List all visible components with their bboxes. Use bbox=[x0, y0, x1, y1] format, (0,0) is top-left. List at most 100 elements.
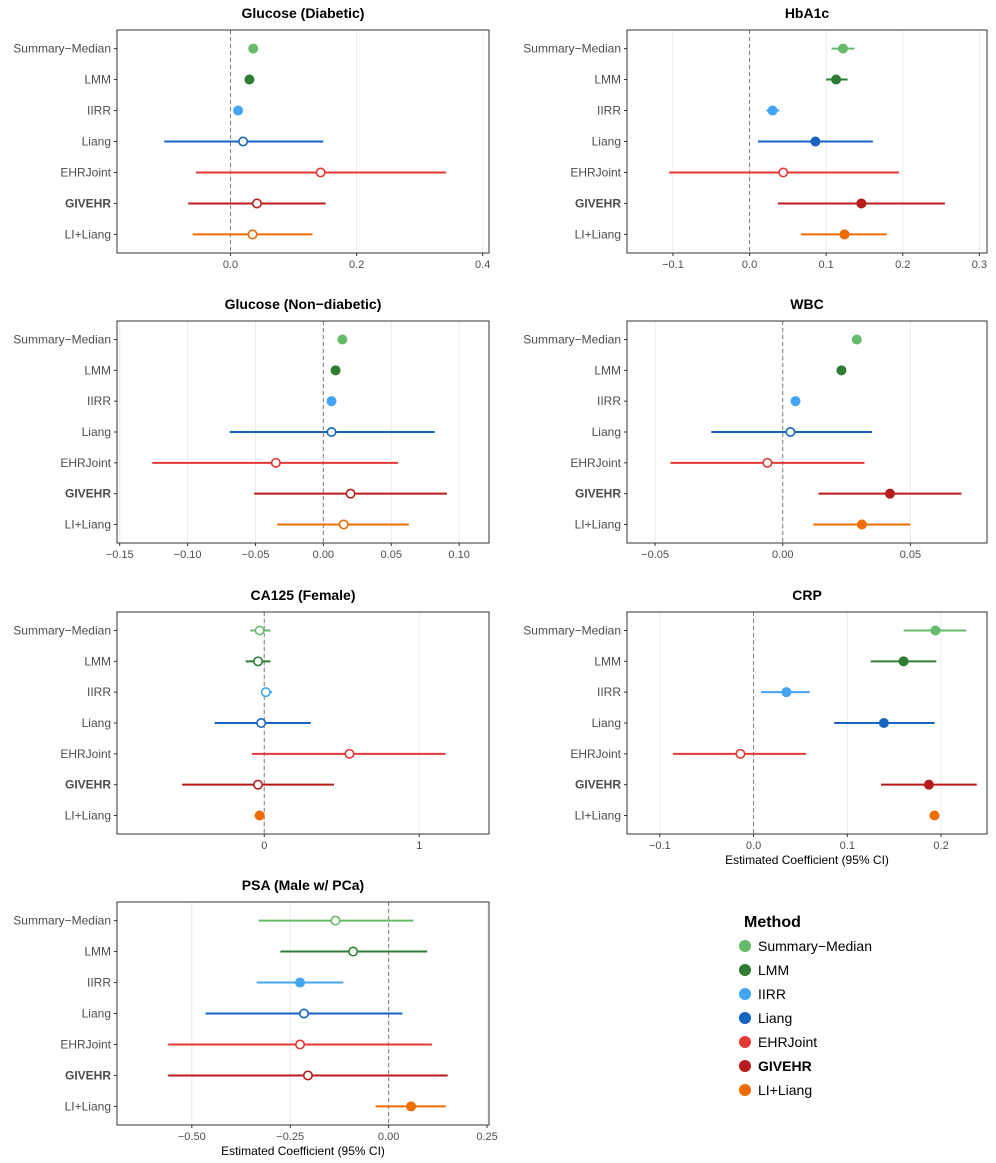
x-tick-label: −0.25 bbox=[276, 1131, 304, 1143]
legend-label-iirr: IIRR bbox=[758, 986, 786, 1002]
estimate-point-li-liang bbox=[247, 229, 258, 240]
estimate-point-ehrjoint bbox=[270, 457, 281, 468]
x-tick-label: 0.0 bbox=[746, 840, 761, 852]
method-label: GIVEHR bbox=[65, 778, 111, 792]
estimate-point-lmm bbox=[836, 365, 847, 376]
method-label: IIRR bbox=[87, 104, 111, 118]
method-label: GIVEHR bbox=[65, 1068, 111, 1082]
method-label: Summary−Median bbox=[13, 914, 111, 928]
legend-items: Summary−Median LMM IIRR Liang EHRJoint GIVEHR… bbox=[739, 938, 872, 1098]
method-label: LI+Liang bbox=[575, 518, 621, 532]
method-label: LI+Liang bbox=[65, 1099, 111, 1113]
method-label: Summary−Median bbox=[523, 333, 621, 347]
x-tick-label: 0.00 bbox=[313, 549, 334, 561]
x-tick-label: 0.25 bbox=[476, 1131, 497, 1143]
legend-swatch-iirr bbox=[739, 988, 751, 1000]
panel-hba1c: HbA1c Summary−Median LMM IIRR Liang EHRJoint G… bbox=[523, 5, 988, 271]
estimate-point-iirr bbox=[767, 105, 778, 116]
panel-glucose-non-diabetic: Glucose (Non−diabetic) Summary−Median LMM I… bbox=[13, 296, 490, 561]
method-label: LI+Liang bbox=[65, 809, 111, 823]
estimate-point-lmm bbox=[244, 74, 255, 85]
panel-title: Glucose (Non−diabetic) bbox=[225, 296, 382, 312]
method-label: Summary−Median bbox=[13, 624, 111, 638]
x-tick-label: −0.05 bbox=[242, 549, 270, 561]
x-tick-label: 0 bbox=[261, 840, 267, 852]
method-label: LI+Liang bbox=[575, 809, 621, 823]
estimate-point-summary-median bbox=[930, 625, 941, 636]
method-label: GIVEHR bbox=[575, 778, 621, 792]
x-tick-label: 0.1 bbox=[840, 840, 855, 852]
estimate-point-givehr bbox=[345, 488, 356, 499]
x-tick-label: 0.00 bbox=[378, 1131, 399, 1143]
estimate-point-li-liang bbox=[839, 229, 850, 240]
estimate-point-liang bbox=[256, 717, 267, 728]
estimate-point-ehrjoint bbox=[295, 1039, 306, 1050]
x-tick-label: 0.3 bbox=[972, 259, 987, 271]
method-label: IIRR bbox=[597, 394, 621, 408]
estimate-point-iirr bbox=[260, 687, 271, 698]
legend-label-li-liang: LI+Liang bbox=[758, 1082, 812, 1098]
x-tick-label: −0.10 bbox=[174, 549, 202, 561]
method-label: Liang bbox=[592, 135, 621, 149]
panel-title: CRP bbox=[792, 587, 822, 603]
method-label: EHRJoint bbox=[60, 1037, 111, 1051]
estimate-point-iirr bbox=[233, 105, 244, 116]
x-tick-label: 0.0 bbox=[223, 259, 238, 271]
estimate-point-li-liang bbox=[254, 810, 265, 821]
panel-title: Glucose (Diabetic) bbox=[242, 5, 365, 21]
method-label: Liang bbox=[592, 425, 621, 439]
method-label: LI+Liang bbox=[575, 227, 621, 241]
method-label: LI+Liang bbox=[65, 227, 111, 241]
estimate-point-liang bbox=[810, 136, 821, 147]
estimate-point-liang bbox=[785, 426, 796, 437]
panel-ca125-female: CA125 (Female) Summary−Median LMM IIRR Liang… bbox=[13, 587, 490, 852]
method-label: Liang bbox=[592, 716, 621, 730]
method-label: Summary−Median bbox=[523, 624, 621, 638]
x-tick-label: 0.00 bbox=[772, 549, 793, 561]
estimate-point-iirr bbox=[790, 396, 801, 407]
estimate-point-iirr bbox=[781, 687, 792, 698]
method-label: LMM bbox=[594, 654, 621, 668]
estimate-point-li-liang bbox=[856, 519, 867, 530]
method-label: EHRJoint bbox=[570, 747, 621, 761]
legend-swatch-summary-median bbox=[739, 940, 751, 952]
estimate-point-liang bbox=[326, 426, 337, 437]
x-tick-label: 0.2 bbox=[349, 259, 364, 271]
estimate-point-li-liang bbox=[406, 1101, 417, 1112]
estimate-point-liang bbox=[878, 717, 889, 728]
method-label: LMM bbox=[84, 654, 111, 668]
method-label: LI+Liang bbox=[65, 518, 111, 532]
estimate-point-li-liang bbox=[929, 810, 940, 821]
estimate-point-lmm bbox=[348, 946, 359, 957]
method-label: EHRJoint bbox=[570, 456, 621, 470]
method-label: Liang bbox=[82, 425, 111, 439]
estimate-point-givehr bbox=[923, 779, 934, 790]
x-tick-label: −0.50 bbox=[178, 1131, 206, 1143]
x-tick-label: 0.05 bbox=[381, 549, 402, 561]
estimate-point-ehrjoint bbox=[762, 457, 773, 468]
method-label: Summary−Median bbox=[13, 333, 111, 347]
estimate-point-givehr bbox=[884, 488, 895, 499]
method-label: IIRR bbox=[87, 394, 111, 408]
x-tick-label: 0.2 bbox=[933, 840, 948, 852]
method-label: IIRR bbox=[87, 685, 111, 699]
estimate-point-ehrjoint bbox=[344, 748, 355, 759]
estimate-point-givehr bbox=[856, 198, 867, 209]
x-tick-label: −0.05 bbox=[641, 549, 669, 561]
estimate-point-summary-median bbox=[254, 625, 265, 636]
method-label: EHRJoint bbox=[570, 165, 621, 179]
estimate-point-iirr bbox=[326, 396, 337, 407]
estimate-point-lmm bbox=[253, 656, 264, 667]
estimate-point-summary-median bbox=[837, 43, 848, 54]
estimate-point-summary-median bbox=[248, 43, 259, 54]
legend: Method Summary−Median LMM IIRR Liang EHRJoin… bbox=[739, 914, 872, 1098]
panel-title: CA125 (Female) bbox=[250, 587, 355, 603]
method-label: Liang bbox=[82, 135, 111, 149]
legend-label-ehrjoint: EHRJoint bbox=[758, 1034, 817, 1050]
legend-swatch-ehrjoint bbox=[739, 1036, 751, 1048]
estimate-point-iirr bbox=[295, 977, 306, 988]
estimate-point-ehrjoint bbox=[778, 167, 789, 178]
legend-label-liang: Liang bbox=[758, 1010, 792, 1026]
method-label: IIRR bbox=[597, 685, 621, 699]
